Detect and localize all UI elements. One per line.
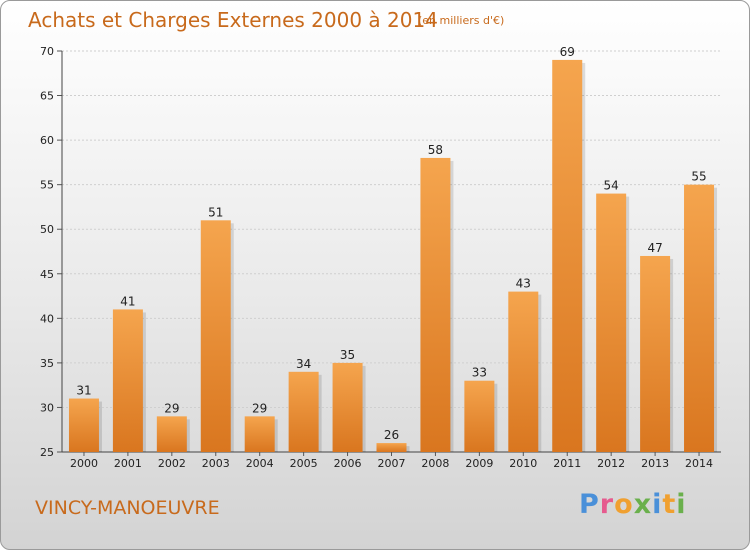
x-tick-label: 2005 xyxy=(290,457,318,470)
data-label: 29 xyxy=(252,401,267,415)
x-tick-label: 2001 xyxy=(114,457,142,470)
y-tick-label: 30 xyxy=(40,401,54,414)
x-tick-label: 2003 xyxy=(202,457,230,470)
bar xyxy=(332,362,363,452)
data-label: 69 xyxy=(560,45,575,59)
bar xyxy=(420,157,451,452)
y-tick-label: 40 xyxy=(40,312,54,325)
data-label: 51 xyxy=(208,205,223,219)
data-label: 47 xyxy=(647,241,662,255)
x-tick-label: 2011 xyxy=(553,457,581,470)
y-tick-label: 55 xyxy=(40,179,54,192)
data-label: 33 xyxy=(472,366,487,380)
bar xyxy=(464,380,495,452)
bar xyxy=(68,398,99,452)
data-label: 35 xyxy=(340,348,355,362)
x-tick-label: 2008 xyxy=(421,457,449,470)
chart-title: Achats et Charges Externes 2000 à 2014 xyxy=(28,8,438,32)
data-label: 55 xyxy=(691,170,706,184)
data-label: 58 xyxy=(428,143,443,157)
data-label: 31 xyxy=(76,384,91,398)
data-label: 26 xyxy=(384,428,399,442)
x-tick-label: 2010 xyxy=(509,457,537,470)
bar xyxy=(112,309,143,452)
proxiti-logo: Proxiti xyxy=(579,489,687,520)
y-tick-label: 70 xyxy=(40,45,54,58)
x-tick-label: 2012 xyxy=(597,457,625,470)
y-tick-label: 50 xyxy=(40,223,54,236)
x-tick-label: 2004 xyxy=(246,457,274,470)
x-tick-label: 2007 xyxy=(378,457,406,470)
y-tick-label: 25 xyxy=(40,446,54,459)
bar xyxy=(640,255,671,452)
x-tick-label: 2013 xyxy=(641,457,669,470)
x-tick-label: 2000 xyxy=(70,457,98,470)
bar xyxy=(244,416,275,452)
bar xyxy=(684,184,715,452)
bar xyxy=(552,59,583,453)
bar xyxy=(200,220,231,452)
x-tick-label: 2006 xyxy=(334,457,362,470)
data-label: 41 xyxy=(120,294,135,308)
city-name: VINCY-MANOEUVRE xyxy=(35,497,220,519)
y-tick-label: 45 xyxy=(40,268,54,281)
data-label: 54 xyxy=(604,179,619,193)
bar xyxy=(508,291,539,452)
bar xyxy=(288,371,319,452)
x-tick-label: 2002 xyxy=(158,457,186,470)
x-tick-label: 2009 xyxy=(465,457,493,470)
bar xyxy=(596,193,627,453)
x-tick-label: 2014 xyxy=(685,457,713,470)
y-tick-label: 35 xyxy=(40,357,54,370)
bar xyxy=(156,416,187,452)
y-tick-label: 65 xyxy=(40,90,54,103)
bar xyxy=(376,443,407,452)
data-label: 34 xyxy=(296,357,311,371)
y-tick-label: 60 xyxy=(40,134,54,147)
data-label: 43 xyxy=(516,277,531,291)
data-label: 29 xyxy=(164,401,179,415)
chart-subtitle: (en milliers d'€) xyxy=(418,14,505,27)
